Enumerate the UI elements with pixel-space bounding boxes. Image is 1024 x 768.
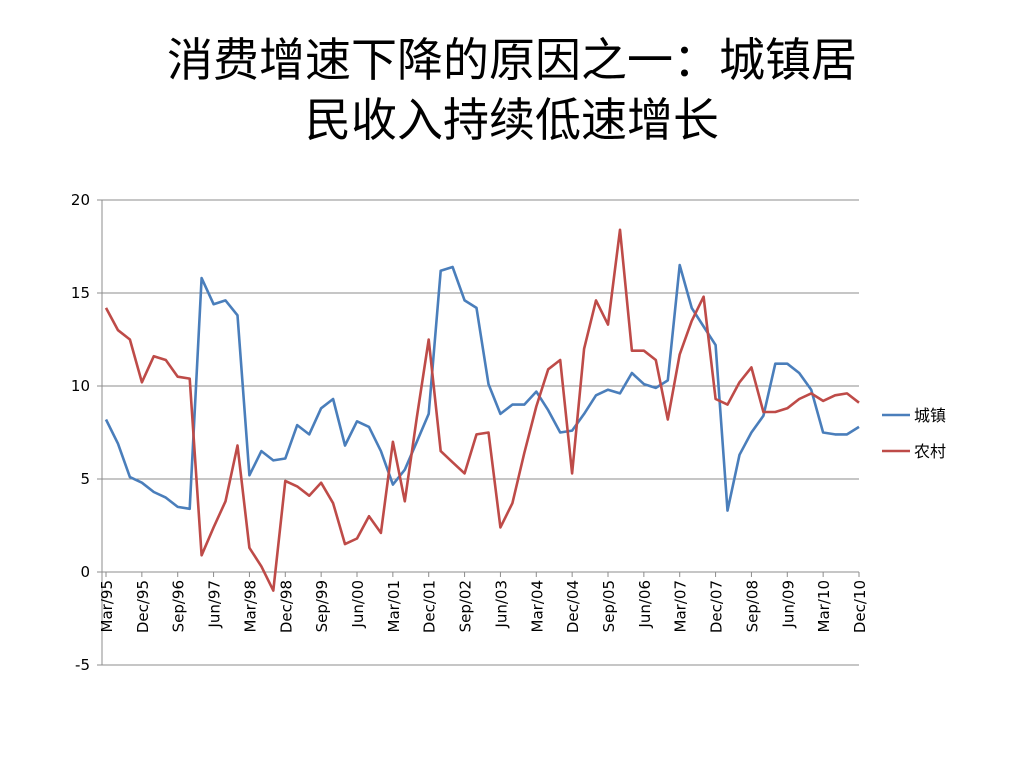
series-line-城镇 [104,263,860,512]
x-tick-label: Dec/04 [564,580,582,633]
x-tick-label: Jun/03 [492,580,510,629]
axes [101,200,859,665]
title-line-2: 民收入持续低速增长 [305,93,719,147]
x-tick-label: Dec/95 [134,580,152,633]
x-tick-label: Jun/97 [206,580,224,629]
slide-title: 消费增速下降的原因之一：城镇居 民收入持续低速增长 [60,30,964,150]
series-lines [104,228,860,592]
x-tick-label: Dec/01 [421,580,439,633]
x-tick-label: Jun/00 [349,580,367,629]
y-tick-label: 10 [71,377,90,395]
x-tick-label: Sep/08 [743,580,761,632]
x-tick-label: Dec/98 [277,580,295,633]
x-tick-label: Sep/96 [170,580,188,632]
series-line-农村 [104,228,860,592]
x-tick-label: Jun/09 [779,580,797,629]
x-tick-label: Dec/07 [708,580,726,633]
x-tick-label: Mar/98 [241,580,259,632]
title-line-1: 消费增速下降的原因之一：城镇居 [167,33,857,87]
x-tick-label: Dec/10 [851,580,869,633]
x-tick-label: Sep/05 [600,580,618,632]
y-tick-label: 0 [80,563,90,581]
x-tick-label: Sep/02 [457,580,475,632]
legend-label: 城镇 [914,406,946,425]
x-tick-label: Mar/01 [385,580,403,632]
x-axis-ticks: Mar/95 Dec/95 Sep/96 Jun/97 Mar/98 Dec/98 Sep/… [98,572,869,633]
y-tick-label: -5 [75,656,90,674]
x-tick-label: Jun/06 [636,580,654,629]
x-tick-label: Mar/10 [815,580,833,632]
y-axis-ticks: -5 0 5 10 15 20 [71,191,102,674]
legend-label: 农村 [914,442,946,461]
x-tick-label: Mar/95 [98,580,116,632]
x-tick-label: Mar/07 [672,580,690,632]
x-tick-label: Sep/99 [313,580,331,632]
gridlines [102,199,859,666]
x-tick-label: Mar/04 [528,580,546,632]
y-tick-label: 20 [71,191,90,209]
y-tick-label: 5 [80,470,90,488]
y-tick-label: 15 [71,284,90,302]
